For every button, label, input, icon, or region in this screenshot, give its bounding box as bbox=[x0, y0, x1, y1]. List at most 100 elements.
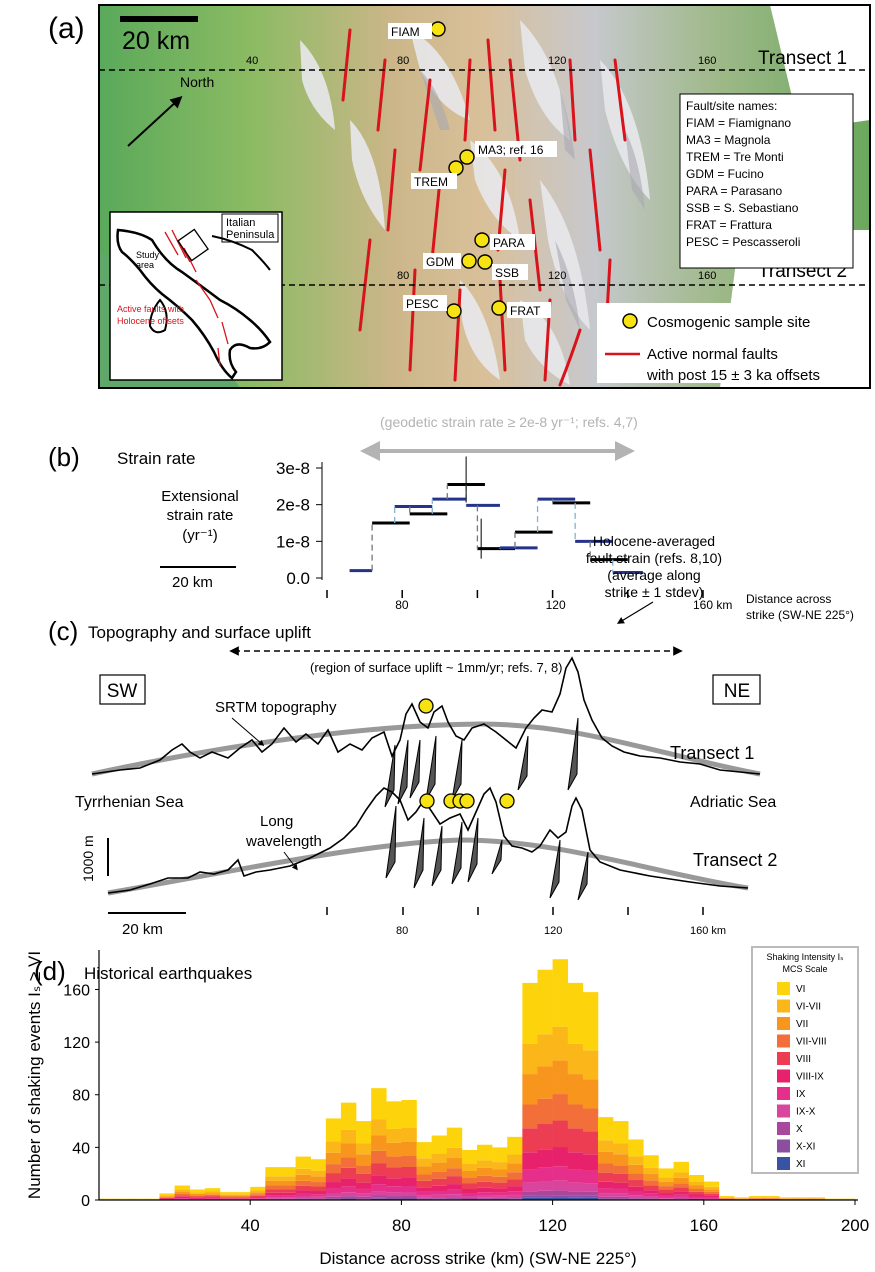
inset-study-1: Study bbox=[136, 250, 160, 260]
site-name-line: TREM = Tre Monti bbox=[686, 150, 784, 164]
d-bar-segment bbox=[613, 1196, 629, 1199]
d-bar-segment bbox=[401, 1142, 417, 1156]
d-bar-segment bbox=[507, 1194, 523, 1198]
d-bar-segment bbox=[416, 1198, 432, 1200]
t2-fault-symbols bbox=[385, 805, 589, 901]
d-bar-segment bbox=[371, 1119, 387, 1136]
d-bar-segment bbox=[492, 1197, 508, 1199]
panel-c: (c) Topography and surface uplift (regio… bbox=[48, 616, 777, 938]
d-bar-segment bbox=[703, 1189, 720, 1192]
d-ytick-label: 0 bbox=[81, 1193, 90, 1210]
d-bar-segment bbox=[371, 1197, 387, 1199]
b-ann-1: Holocene-averaged bbox=[593, 533, 715, 549]
d-bar-segment bbox=[552, 1060, 569, 1095]
d-bar-segment bbox=[688, 1182, 705, 1186]
d-bar-segment bbox=[401, 1196, 417, 1198]
d-bar-segment bbox=[597, 1196, 614, 1199]
d-bar-segment bbox=[537, 1066, 553, 1099]
d-bar-segment bbox=[446, 1194, 463, 1198]
d-bar-segment bbox=[340, 1102, 357, 1130]
site-para-label: PARA bbox=[493, 236, 525, 250]
d-ylabel: Number of shaking events Iₛ ≥ VI bbox=[25, 951, 44, 1199]
site-markers: FIAM MA3; ref. 16 TREM PARA GDM SSB PESC… bbox=[388, 21, 557, 319]
t1-topography bbox=[91, 656, 761, 775]
d-ytick-label: 120 bbox=[63, 1035, 90, 1052]
d-bar-segment bbox=[310, 1170, 327, 1177]
d-bar-segment bbox=[386, 1101, 402, 1129]
d-bar-segment bbox=[416, 1174, 432, 1181]
d-bar-segment bbox=[567, 1074, 584, 1105]
b-xtick-label: 160 km bbox=[693, 598, 732, 612]
d-bar-segment bbox=[461, 1150, 478, 1164]
d-bar-segment bbox=[613, 1193, 629, 1197]
d-bar-segment bbox=[446, 1176, 463, 1185]
d-bars bbox=[99, 959, 856, 1200]
d-bar-segment bbox=[613, 1198, 629, 1200]
d-legend-title-2: MCS Scale bbox=[782, 964, 827, 974]
d-bar-segment bbox=[280, 1180, 296, 1186]
d-bar-segment bbox=[477, 1187, 493, 1193]
d-bar-segment bbox=[401, 1198, 417, 1199]
d-bar-segment bbox=[461, 1199, 478, 1200]
d-bar-segment bbox=[265, 1192, 281, 1196]
long-wavelength-2: wavelength bbox=[245, 833, 322, 850]
d-bar-segment bbox=[250, 1190, 266, 1193]
d-bar-segment bbox=[507, 1191, 523, 1195]
d-bar-segment bbox=[174, 1197, 191, 1199]
map-tick-160-b: 160 bbox=[698, 270, 716, 282]
panel-d: (d) Historical earthquakes 0 40 80 120 160 40… bbox=[25, 946, 869, 1268]
d-bar-segment bbox=[340, 1129, 357, 1144]
d-bar-segment bbox=[628, 1164, 644, 1174]
d-bar-segment bbox=[250, 1197, 266, 1199]
d-bar-segment bbox=[552, 1147, 569, 1167]
d-bar-segment bbox=[265, 1197, 281, 1199]
b-ann-3: (average along bbox=[607, 567, 700, 583]
d-bar-segment bbox=[356, 1193, 372, 1197]
d-bar-segment bbox=[718, 1197, 735, 1199]
scale-bar-a-label: 20 km bbox=[122, 27, 190, 55]
d-bar-segment bbox=[461, 1171, 478, 1178]
d-bar-segment bbox=[174, 1193, 191, 1196]
d-bar-segment bbox=[159, 1197, 175, 1198]
d-bar-segment bbox=[688, 1189, 705, 1192]
d-xlabel: Distance across strike (km) (SW-NE 225°) bbox=[319, 1249, 636, 1268]
d-bar-segment bbox=[325, 1118, 342, 1142]
d-bar-segment bbox=[431, 1178, 448, 1186]
site-name-line: PARA = Parasano bbox=[686, 184, 782, 198]
d-bar-segment bbox=[582, 1050, 599, 1080]
d-bar-segment bbox=[204, 1194, 221, 1197]
d-bar-segment bbox=[522, 1104, 538, 1129]
d-xtick-label: 200 bbox=[841, 1216, 869, 1235]
d-bar-segment bbox=[280, 1185, 296, 1190]
b-x-ticks: 80 120 160 km bbox=[326, 590, 732, 612]
d-bar-segment bbox=[189, 1197, 206, 1199]
d-bar-segment bbox=[310, 1196, 327, 1199]
d-bar-segment bbox=[416, 1166, 432, 1175]
site-ma3-marker bbox=[459, 149, 475, 165]
d-bar-segment bbox=[250, 1192, 266, 1195]
d-bar-segment bbox=[613, 1165, 629, 1174]
map-tick-160: 160 bbox=[698, 55, 716, 67]
b-xtick-label: 80 bbox=[395, 598, 409, 612]
panel-b-title: Strain rate bbox=[117, 449, 195, 468]
c-vscale-label: 1000 m bbox=[80, 835, 96, 882]
d-bar-segment bbox=[718, 1197, 735, 1198]
d-bar-segment bbox=[325, 1188, 342, 1194]
d-bar-segment bbox=[356, 1121, 372, 1144]
d-ytick-label: 80 bbox=[72, 1088, 90, 1105]
d-legend-swatch bbox=[777, 1122, 790, 1135]
d-bar-segment bbox=[325, 1141, 342, 1153]
d-bar-segment bbox=[567, 1197, 584, 1200]
d-bar-segment bbox=[174, 1198, 191, 1200]
d-bar-segment bbox=[446, 1147, 463, 1159]
d-bar-segment bbox=[597, 1188, 614, 1194]
d-bar-segment bbox=[492, 1147, 508, 1163]
t2-long-wavelength bbox=[107, 837, 749, 896]
d-bar-segment bbox=[386, 1128, 402, 1143]
d-bar-segment bbox=[159, 1196, 175, 1198]
d-bar-segment bbox=[643, 1167, 659, 1175]
legend-sample: Cosmogenic sample site bbox=[647, 314, 810, 331]
b-scale-label: 20 km bbox=[172, 574, 213, 591]
map-tick-120: 120 bbox=[548, 55, 566, 67]
d-legend-label: VII bbox=[796, 1019, 808, 1030]
